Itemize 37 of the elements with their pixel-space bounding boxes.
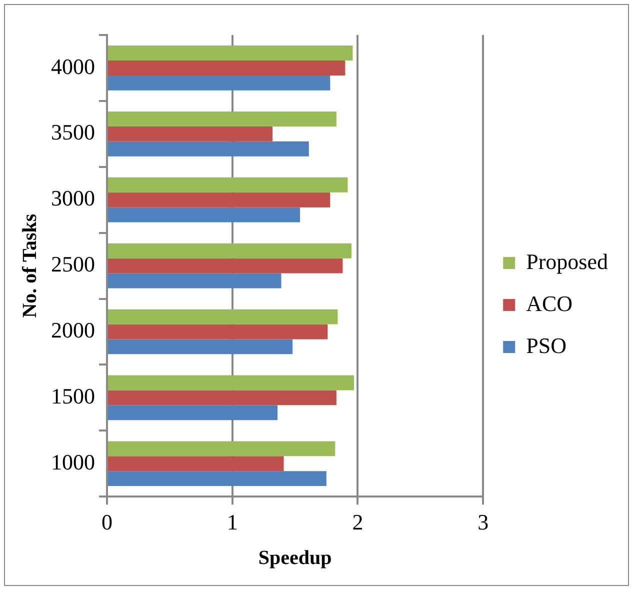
y-tick-label: 4000 <box>51 54 95 79</box>
bar <box>108 375 354 390</box>
y-tick-label: 1500 <box>51 383 95 408</box>
bar <box>108 456 284 472</box>
bar <box>108 309 338 324</box>
bar <box>108 441 336 456</box>
x-tick-label: 2 <box>352 510 364 535</box>
legend-label: PSO <box>526 332 566 358</box>
bar <box>108 46 353 60</box>
y-tick-label: 2500 <box>51 252 95 277</box>
x-tick-label: 0 <box>102 510 112 535</box>
bar <box>108 207 300 222</box>
bar <box>108 471 326 486</box>
y-tick-label: 1000 <box>51 449 95 474</box>
bar <box>108 75 330 90</box>
x-tick-label: 3 <box>478 510 489 535</box>
bar <box>108 60 346 76</box>
x-axis-title: Speedup <box>258 547 332 570</box>
bar <box>108 339 293 354</box>
legend-label: ACO <box>526 290 573 316</box>
bar <box>108 141 309 156</box>
bar <box>108 324 328 340</box>
bar <box>108 243 352 258</box>
y-tick-label: 2000 <box>51 318 95 343</box>
bar <box>108 192 330 208</box>
x-tick-label: 1 <box>226 510 238 535</box>
y-axis-title: No. of Tasks <box>19 214 42 318</box>
bar <box>108 126 272 142</box>
legend-label: Proposed <box>526 248 608 274</box>
bar <box>108 273 282 288</box>
bar <box>108 111 336 126</box>
bar <box>108 390 336 406</box>
bar <box>108 258 343 274</box>
bar <box>108 405 278 420</box>
y-tick-label: 3000 <box>51 186 95 211</box>
y-tick-label: 3500 <box>51 120 95 145</box>
bar <box>108 177 348 192</box>
